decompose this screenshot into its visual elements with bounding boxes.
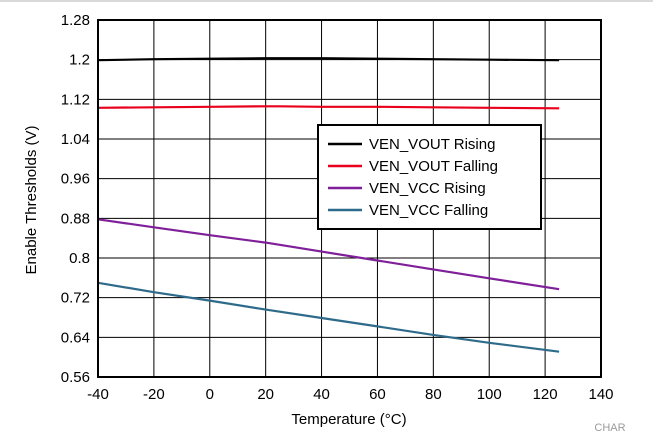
- y-axis-label: Enable Thresholds (V): [23, 126, 40, 275]
- x-tick-label: 60: [369, 386, 386, 403]
- legend-label: VEN_VOUT Rising: [369, 136, 495, 153]
- x-tick-label: 120: [533, 386, 558, 403]
- x-tick-label: -20: [143, 386, 165, 403]
- x-axis-label: Temperature (°C): [291, 411, 406, 428]
- y-tick-labels: 0.56 0.64 0.72 0.8 0.88 0.96 1.04 1.12 1.2 1.28: [61, 12, 90, 386]
- x-tick-label: 0: [206, 386, 214, 403]
- x-tick-label: 20: [257, 386, 274, 403]
- series-line-3: [97, 218, 560, 291]
- legend-box: [317, 124, 542, 230]
- series-line-1: [97, 57, 560, 62]
- corner-label: CHAR: [594, 422, 625, 434]
- legend-label: VEN_VCC Rising: [369, 180, 486, 197]
- y-tick-label: 0.8: [69, 250, 90, 267]
- x-tick-label: 80: [425, 386, 442, 403]
- y-tick-label: 1.28: [61, 12, 90, 29]
- y-tick-label: 0.64: [61, 329, 90, 346]
- y-tick-label: 1.2: [69, 52, 90, 69]
- y-tick-label: 1.04: [61, 131, 90, 148]
- y-tick-label: 0.72: [61, 290, 90, 307]
- legend-label: VEN_VCC Falling: [369, 202, 488, 219]
- x-tick-label: 40: [313, 386, 330, 403]
- series-line-4: [97, 281, 560, 353]
- x-tick-label: 140: [588, 386, 613, 403]
- y-tick-label: 0.56: [61, 369, 90, 386]
- plot-frame: [97, 19, 602, 378]
- x-tick-label: 100: [477, 386, 502, 403]
- y-tick-label: 1.12: [61, 91, 90, 108]
- top-divider: [0, 0, 653, 2]
- legend: VEN_VOUT Rising VEN_VOUT Falling VEN_VCC R…: [317, 124, 542, 230]
- series-line-2: [97, 105, 560, 110]
- legend-label: VEN_VOUT Falling: [369, 158, 498, 175]
- x-tick-label: -40: [87, 386, 109, 403]
- x-tick-labels: -40 -20 0 20 40 60 80 100 120 140: [87, 386, 613, 403]
- y-tick-label: 0.88: [61, 210, 90, 227]
- series-lines: [97, 57, 560, 353]
- y-tick-label: 0.96: [61, 171, 90, 188]
